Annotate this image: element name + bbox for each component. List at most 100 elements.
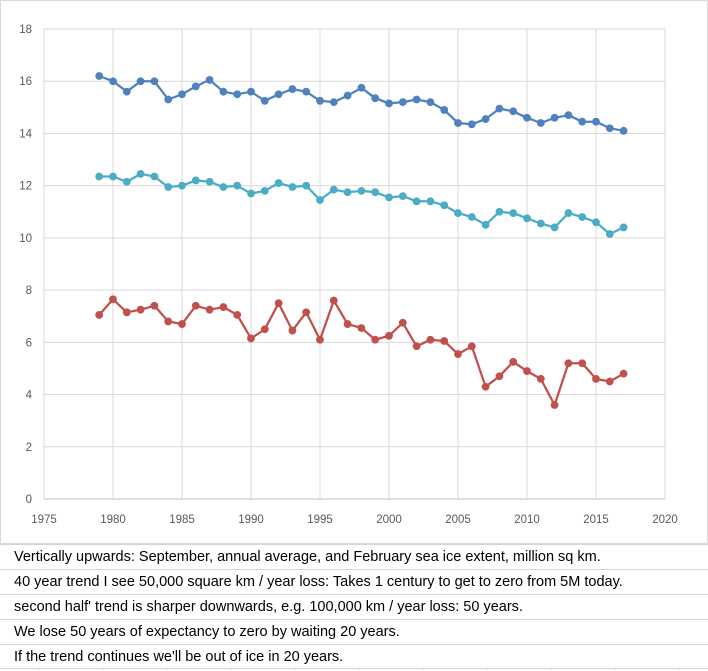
- data-point: [467, 120, 476, 129]
- data-point: [495, 207, 504, 216]
- x-tick-label: 1985: [169, 514, 195, 526]
- data-point: [122, 177, 131, 186]
- data-point: [550, 223, 559, 232]
- x-tick-label: 1975: [31, 514, 57, 526]
- series-line-annual-average: [99, 172, 625, 236]
- line-chart: 0 2 4 6 8 10 12 14 16 18 1975 1980 1985 1990 1995 2000 2…: [19, 24, 678, 526]
- data-point: [412, 95, 421, 104]
- data-point: [288, 183, 297, 191]
- data-point: [343, 188, 352, 197]
- data-point: [343, 91, 352, 100]
- data-point: [454, 119, 462, 127]
- data-point: [233, 90, 242, 99]
- data-point: [440, 337, 449, 345]
- data-point: [398, 98, 407, 107]
- data-point: [191, 82, 200, 91]
- data-point: [357, 324, 366, 332]
- y-tick-label: 6: [26, 337, 32, 349]
- data-point: [357, 83, 366, 92]
- y-tick-label: 8: [26, 285, 32, 297]
- chart-area[interactable]: 0 2 4 6 8 10 12 14 16 18 1975 1980 1985 1990 1995 2000 2…: [0, 0, 708, 544]
- data-point: [205, 305, 214, 314]
- y-tick-label: 0: [26, 494, 32, 506]
- data-point: [426, 197, 435, 206]
- y-tick-label: 10: [19, 233, 32, 245]
- data-point: [385, 99, 393, 108]
- data-point: [440, 106, 449, 114]
- data-point: [454, 209, 462, 217]
- data-point: [329, 185, 338, 194]
- data-point: [523, 113, 531, 122]
- y-tick-label: 2: [26, 442, 32, 454]
- data-point: [164, 95, 173, 104]
- data-point: [247, 334, 255, 343]
- data-point: [619, 223, 628, 232]
- data-point: [509, 209, 518, 217]
- y-tick-label: 4: [26, 390, 33, 402]
- data-point: [536, 374, 545, 383]
- data-point: [467, 213, 476, 221]
- y-tick-label: 14: [19, 128, 32, 140]
- data-point: [150, 77, 159, 86]
- data-point: [219, 87, 228, 96]
- data-point: [302, 87, 311, 96]
- data-point: [219, 303, 228, 311]
- x-tick-label: 2020: [652, 514, 678, 526]
- axis-layer: 0 2 4 6 8 10 12 14 16 18 1975 1980 1985 1990 1995 2000 2…: [19, 24, 678, 526]
- data-point: [619, 126, 628, 135]
- data-point: [536, 219, 545, 228]
- data-point: [550, 401, 559, 409]
- data-point: [233, 311, 242, 319]
- data-point: [495, 104, 504, 113]
- series-line-september: [98, 298, 625, 407]
- data-point: [412, 197, 421, 206]
- data-point: [178, 90, 186, 99]
- data-point: [274, 179, 283, 187]
- data-point: [523, 367, 531, 375]
- data-point: [219, 183, 228, 191]
- data-point: [385, 193, 393, 202]
- data-point: [385, 331, 393, 340]
- note-row[interactable]: 40 year trend I see 50,000 square km / y…: [0, 569, 708, 594]
- data-point: [95, 172, 104, 181]
- data-point: [191, 301, 200, 310]
- data-point: [316, 196, 324, 204]
- x-tick-label: 2000: [376, 514, 402, 526]
- data-point: [136, 170, 145, 178]
- note-row[interactable]: second half' trend is sharper downwards,…: [0, 594, 708, 619]
- data-point: [564, 359, 573, 368]
- data-point: [136, 305, 145, 314]
- grid-layer: [43, 28, 666, 500]
- x-tick-label: 1990: [238, 514, 264, 526]
- data-point: [205, 177, 214, 186]
- data-point: [274, 299, 283, 308]
- data-point: [605, 230, 614, 238]
- note-row[interactable]: We lose 50 years of expectancy to zero b…: [0, 619, 708, 644]
- data-point: [592, 218, 600, 227]
- note-row[interactable]: Vertically upwards: September, annual av…: [0, 544, 708, 569]
- series-layer: [95, 72, 628, 409]
- data-point: [302, 308, 311, 317]
- data-point: [109, 295, 117, 304]
- data-point: [605, 124, 614, 133]
- data-point: [164, 183, 173, 191]
- data-point: [605, 377, 614, 386]
- data-point: [578, 117, 587, 126]
- data-point: [191, 176, 200, 185]
- data-point: [371, 335, 380, 344]
- data-point: [274, 90, 283, 99]
- data-point: [329, 98, 338, 107]
- y-tick-label: 16: [19, 76, 32, 88]
- data-point: [329, 296, 338, 305]
- data-point: [122, 308, 131, 317]
- data-point: [260, 96, 269, 105]
- data-point: [247, 87, 255, 96]
- x-tick-label: 2010: [514, 514, 540, 526]
- data-point: [398, 192, 407, 201]
- data-point: [205, 76, 214, 84]
- data-point: [260, 325, 269, 334]
- note-row[interactable]: If the trend continues we'll be out of i…: [0, 644, 708, 669]
- x-tick-label: 1980: [100, 514, 126, 526]
- data-point: [109, 172, 117, 181]
- y-tick-label: 12: [19, 181, 32, 193]
